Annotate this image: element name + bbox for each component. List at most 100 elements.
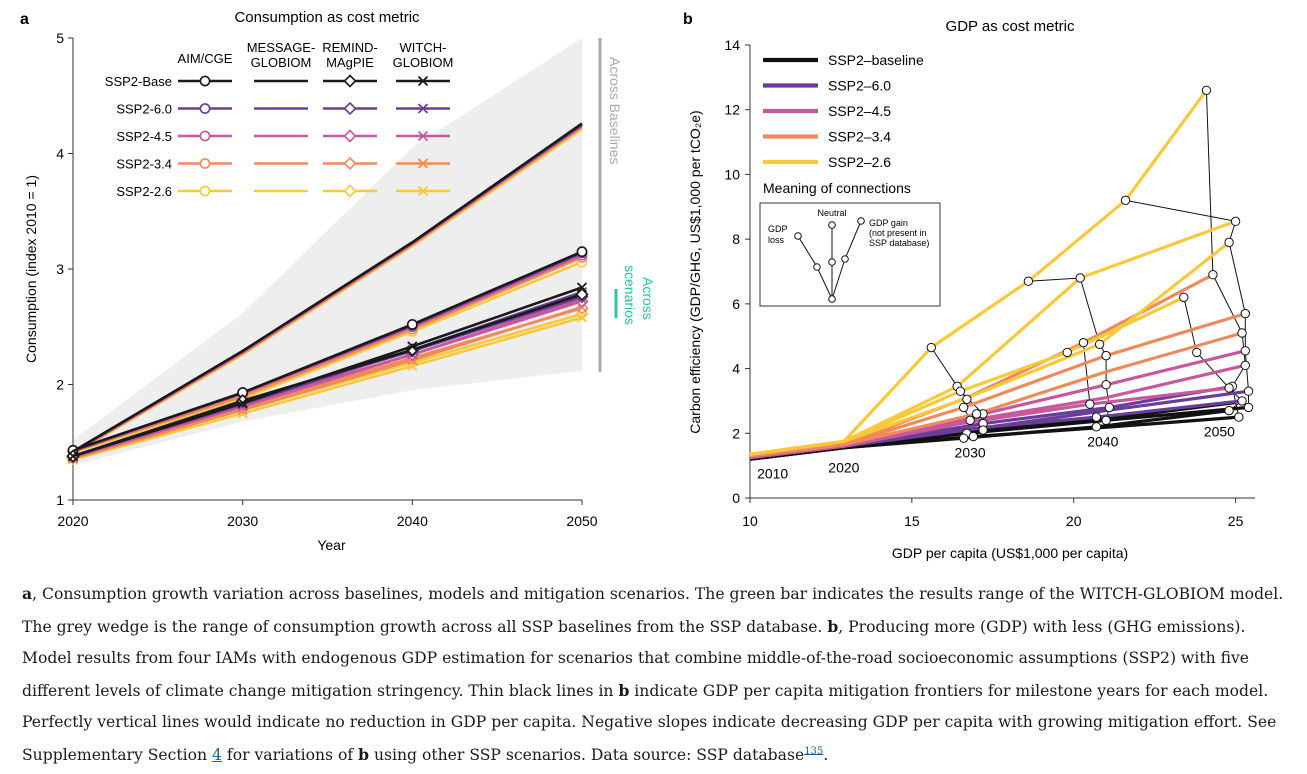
data-point bbox=[576, 246, 588, 258]
legend-marker bbox=[343, 184, 357, 198]
x-tick-label: 2020 bbox=[57, 513, 88, 529]
milestone-point bbox=[1091, 422, 1102, 432]
milestone-point bbox=[1062, 347, 1072, 358]
milestone-point bbox=[1091, 412, 1102, 422]
x-axis-label: GDP per capita (US$1,000 per capita) bbox=[892, 545, 1128, 561]
inset-point bbox=[841, 255, 849, 263]
data-point bbox=[576, 312, 588, 323]
legend-label: SSP2–baseline bbox=[828, 52, 924, 68]
milestone-point bbox=[926, 342, 936, 353]
year-label: 2050 bbox=[1204, 424, 1235, 440]
milestone-point bbox=[1243, 386, 1254, 396]
legend-model-label: MESSAGE- bbox=[247, 40, 316, 55]
y-tick-label: 6 bbox=[732, 296, 740, 312]
x-tick-label: 2040 bbox=[397, 513, 428, 529]
milestone-point bbox=[1192, 347, 1202, 358]
y-tick-label: 12 bbox=[724, 102, 740, 118]
reference-link[interactable]: 135 bbox=[804, 745, 824, 757]
milestone-point bbox=[1224, 383, 1234, 393]
milestone-point bbox=[1075, 273, 1085, 283]
milestone-point bbox=[971, 409, 982, 419]
panel-b-label: b bbox=[683, 11, 693, 28]
legend-label: SSP2–2.6 bbox=[828, 154, 891, 170]
caption-b-label-3: b bbox=[358, 744, 370, 764]
legend-marker bbox=[199, 75, 211, 87]
caption-a-text: , Consumption growth variation across ba… bbox=[22, 585, 1284, 636]
chart-title: GDP as cost metric bbox=[946, 18, 1075, 35]
chart-title: Consumption as cost metric bbox=[234, 9, 420, 26]
inset-label-gain: SSP database) bbox=[869, 238, 929, 248]
supplementary-section-link[interactable]: 4 bbox=[212, 745, 222, 764]
legend-marker bbox=[417, 130, 429, 142]
milestone-point bbox=[1101, 350, 1111, 361]
data-point bbox=[406, 319, 418, 330]
legend-marker bbox=[343, 74, 357, 88]
caption-a-label: a bbox=[22, 584, 33, 603]
milestone-point bbox=[978, 425, 988, 435]
milestone-point bbox=[1101, 415, 1111, 426]
caption-b-text-4: using other SSP scenarios. Data source: … bbox=[369, 745, 805, 764]
milestone-point bbox=[1237, 328, 1247, 338]
panel-a-label: a bbox=[20, 11, 29, 28]
milestone-point bbox=[1237, 396, 1247, 406]
data-point bbox=[576, 282, 588, 293]
caption-b-text-1: , Producing more (GDP) with less (GHG em… bbox=[22, 617, 1250, 700]
legend-model-label: AIM/CGE bbox=[178, 51, 233, 66]
across-scenarios-label: Across bbox=[640, 277, 656, 320]
inset-point bbox=[813, 263, 821, 271]
legend-label: SSP2–4.5 bbox=[828, 103, 891, 119]
x-tick-label: 10 bbox=[742, 513, 758, 529]
y-tick-label: 3 bbox=[56, 261, 64, 277]
inset-point bbox=[794, 232, 802, 240]
caption-b-text-3: for variations of bbox=[221, 745, 359, 764]
legend-marker bbox=[343, 101, 357, 116]
caption-b-label-2: b bbox=[618, 680, 630, 700]
milestone-point bbox=[1224, 405, 1234, 416]
milestone-point bbox=[1078, 337, 1089, 348]
milestone-point bbox=[1230, 216, 1241, 227]
legend-scenario-label: SSP2-3.4 bbox=[116, 157, 172, 172]
series-line bbox=[749, 386, 1230, 460]
milestone-point bbox=[1201, 85, 1212, 96]
x-tick-label: 15 bbox=[904, 513, 920, 529]
chart-a: 1 2 3 4 5 2020 2030 2040 2050 Year Consumption (in… bbox=[23, 9, 656, 553]
series-line bbox=[72, 305, 583, 460]
legend-marker bbox=[343, 129, 357, 143]
legend-marker bbox=[417, 158, 429, 169]
inset-label-gain: GDP gain bbox=[869, 218, 908, 228]
data-point bbox=[237, 397, 248, 409]
milestone-point bbox=[968, 431, 979, 442]
y-tick-label: 4 bbox=[732, 361, 740, 377]
inset-point bbox=[857, 217, 865, 225]
inset-point bbox=[828, 258, 836, 266]
legend-marker bbox=[199, 103, 211, 114]
legend-marker bbox=[199, 185, 211, 197]
data-point bbox=[67, 450, 79, 462]
y-tick-label: 10 bbox=[724, 166, 740, 182]
x-tick-label: 2050 bbox=[566, 513, 597, 529]
series-line bbox=[72, 122, 583, 453]
milestone-point bbox=[1240, 346, 1250, 356]
y-tick-label: 2 bbox=[56, 377, 64, 393]
milestone-point bbox=[962, 394, 972, 405]
y-axis-label: Consumption (index 2010 = 1) bbox=[23, 175, 39, 363]
milestone-point bbox=[1085, 399, 1095, 409]
legend-scenario-label: SSP2-4.5 bbox=[116, 129, 172, 144]
legend-model-label: GLOBIOM bbox=[251, 55, 312, 70]
chart-b: 0 2 4 6 8 10 12 14 10 15 20 25 GDP per capita (US$1,… bbox=[687, 18, 1255, 561]
inset-label-gain: (not present in bbox=[869, 228, 927, 238]
across-scenarios-label: scenarios bbox=[622, 265, 638, 325]
legend-marker bbox=[417, 185, 429, 197]
caption-end: . bbox=[823, 745, 829, 764]
y-tick-label: 2 bbox=[732, 425, 740, 441]
legend-label: SSP2–6.0 bbox=[828, 78, 891, 94]
milestone-point bbox=[1208, 270, 1218, 280]
milestone-point bbox=[1240, 308, 1250, 319]
inset-point bbox=[828, 295, 836, 303]
caption-b-label: b bbox=[827, 616, 839, 636]
inset-title: Meaning of connections bbox=[763, 180, 911, 196]
data-point bbox=[575, 287, 589, 302]
y-tick-label: 1 bbox=[56, 492, 64, 508]
caption-b-text-2: indicate GDP per capita mitigation front… bbox=[22, 681, 1277, 764]
legend-model-label: GLOBIOM bbox=[393, 55, 454, 70]
